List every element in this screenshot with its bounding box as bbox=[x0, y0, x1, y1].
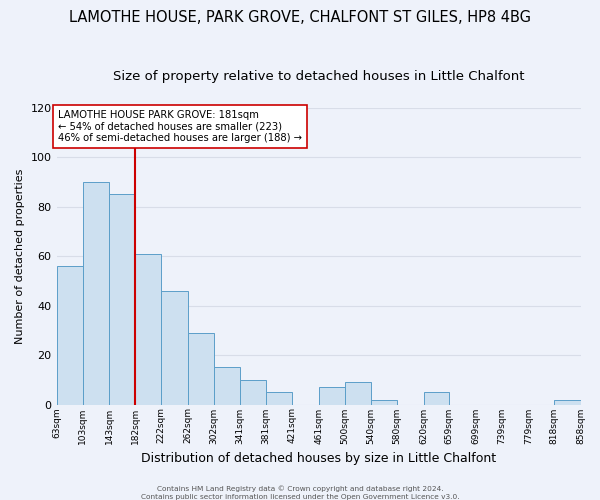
Bar bbox=[371, 400, 397, 404]
Bar bbox=[240, 380, 266, 404]
Bar bbox=[83, 182, 109, 404]
Text: LAMOTHE HOUSE, PARK GROVE, CHALFONT ST GILES, HP8 4BG: LAMOTHE HOUSE, PARK GROVE, CHALFONT ST G… bbox=[69, 10, 531, 25]
Bar bbox=[161, 291, 188, 405]
Bar bbox=[344, 382, 371, 404]
Text: Contains public sector information licensed under the Open Government Licence v3: Contains public sector information licen… bbox=[140, 494, 460, 500]
Bar bbox=[214, 368, 240, 405]
X-axis label: Distribution of detached houses by size in Little Chalfont: Distribution of detached houses by size … bbox=[141, 452, 496, 465]
Bar bbox=[109, 194, 135, 404]
Bar bbox=[188, 333, 214, 404]
Text: LAMOTHE HOUSE PARK GROVE: 181sqm
← 54% of detached houses are smaller (223)
46% : LAMOTHE HOUSE PARK GROVE: 181sqm ← 54% o… bbox=[58, 110, 302, 144]
Bar bbox=[56, 266, 83, 404]
Title: Size of property relative to detached houses in Little Chalfont: Size of property relative to detached ho… bbox=[113, 70, 524, 83]
Text: Contains HM Land Registry data © Crown copyright and database right 2024.: Contains HM Land Registry data © Crown c… bbox=[157, 486, 443, 492]
Bar bbox=[554, 400, 581, 404]
Bar bbox=[319, 387, 344, 404]
Bar bbox=[266, 392, 292, 404]
Bar bbox=[424, 392, 449, 404]
Bar bbox=[135, 254, 161, 404]
Y-axis label: Number of detached properties: Number of detached properties bbox=[15, 168, 25, 344]
